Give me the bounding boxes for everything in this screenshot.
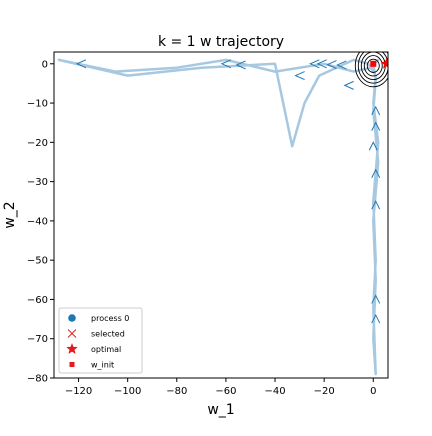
x-tick-label: −20 — [314, 386, 335, 397]
y-tick-label: −50 — [27, 256, 48, 267]
contour-4 — [357, 52, 388, 84]
direction-marker-9 — [371, 105, 381, 116]
x-tick-label: 0 — [370, 386, 376, 397]
direction-marker-2 — [235, 60, 246, 70]
direction-marker-10 — [371, 121, 381, 131]
chart-title: k = 1 w trajectory — [158, 34, 284, 50]
y-tick-label: −40 — [27, 216, 48, 227]
legend-w-init-label: w_init — [91, 361, 114, 370]
contour-5 — [354, 52, 388, 88]
legend-selected-label: selected — [91, 330, 125, 339]
y-tick-label: −80 — [27, 374, 48, 385]
direction-marker-15 — [371, 313, 381, 324]
contour-1 — [366, 58, 380, 73]
plot-frame — [53, 51, 389, 379]
y-axis-label: w_2 — [2, 201, 18, 228]
x-tick-label: −120 — [65, 386, 92, 397]
plot-area — [57, 52, 388, 376]
direction-marker-7 — [336, 60, 347, 70]
y-tick-label: 0 — [42, 59, 48, 70]
trajectory-line-0 — [57, 58, 380, 376]
legend-selected-marker — [67, 329, 77, 338]
legend-optimal-label: optimal — [91, 345, 121, 354]
y-tick-label: −70 — [27, 334, 48, 345]
direction-marker-11 — [368, 141, 378, 151]
contour-2 — [363, 55, 383, 77]
legend-box — [58, 307, 143, 374]
direction-marker-13 — [371, 200, 381, 210]
x-tick-label: −100 — [114, 386, 141, 397]
x-tick-label: −40 — [264, 386, 285, 397]
legend-process-0-label: process 0 — [91, 314, 129, 323]
x-axis-label: w_1 — [207, 402, 234, 418]
direction-marker-4 — [309, 59, 320, 69]
direction-marker-5 — [316, 59, 327, 69]
y-tick-label: −30 — [27, 177, 48, 188]
legend-w-init-marker — [69, 362, 75, 367]
w-init-marker — [370, 60, 377, 67]
y-tick-label: −10 — [27, 99, 48, 110]
legend-optimal-marker — [66, 343, 78, 354]
direction-marker-3 — [294, 71, 305, 81]
direction-marker-6 — [326, 60, 337, 70]
direction-marker-1 — [220, 59, 232, 69]
x-tick-label: −60 — [215, 386, 236, 397]
y-tick-label: −60 — [27, 295, 48, 306]
axis-ticks: −120 −100 −80 −60 −40 −20 0 0 −10 −20 −30 −40 −50 −60… — [27, 59, 377, 397]
y-tick-label: −20 — [27, 138, 48, 149]
legend-process-0-marker — [68, 314, 76, 322]
optimal-marker — [380, 57, 388, 69]
legend: process 0 selected optimal w_init — [58, 307, 143, 374]
direction-marker-12 — [371, 168, 381, 178]
direction-marker-8 — [343, 80, 354, 90]
direction-marker-0 — [75, 59, 87, 69]
direction-marker-14 — [371, 294, 381, 304]
x-tick-label: −80 — [166, 386, 187, 397]
